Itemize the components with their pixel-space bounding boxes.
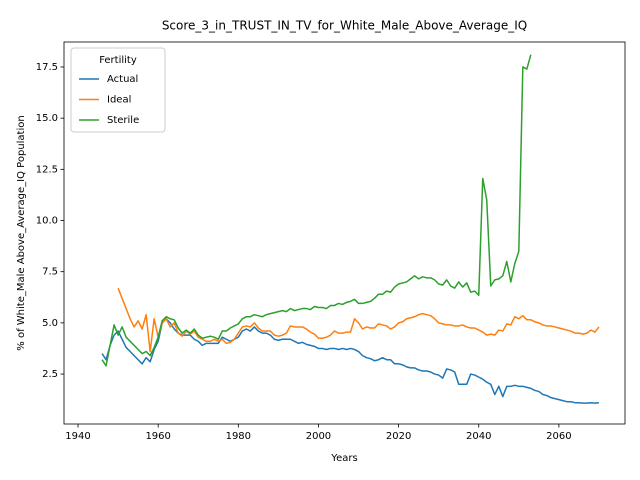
series-line — [101, 54, 532, 367]
legend: Fertility Actual Ideal Sterile — [70, 47, 166, 133]
x-tick-label: 2060 — [546, 431, 571, 442]
series-line — [117, 287, 600, 353]
legend-title: Fertility — [99, 55, 137, 66]
y-tick-label: 2.5 — [42, 369, 58, 380]
x-tick-label: 1960 — [145, 431, 170, 442]
chart-title: Score_3_in_TRUST_IN_TV_for_White_Male_Ab… — [162, 19, 527, 33]
y-axis-label: % of White_Male Above_Average_IQ Populat… — [16, 115, 27, 350]
x-tick-label: 1940 — [65, 431, 90, 442]
series-line — [101, 318, 600, 404]
y-tick-label: 5.0 — [42, 318, 58, 329]
x-tick-label: 2040 — [466, 431, 491, 442]
y-tick-label: 17.5 — [36, 62, 58, 73]
x-axis-label: Years — [330, 453, 357, 464]
legend-box — [70, 47, 166, 133]
y-tick-label: 12.5 — [36, 164, 58, 175]
legend-label: Sterile — [107, 115, 139, 126]
y-tick-label: 10.0 — [36, 216, 58, 227]
legend-label: Ideal — [107, 95, 131, 106]
plot-frame — [63, 41, 626, 425]
y-tick-label: 15.0 — [36, 113, 58, 124]
x-tick-label: 1980 — [226, 431, 251, 442]
x-tick-label: 2020 — [386, 431, 411, 442]
y-tick-label: 7.5 — [42, 267, 58, 278]
legend-label: Actual — [107, 74, 138, 85]
x-tick-label: 2000 — [306, 431, 331, 442]
